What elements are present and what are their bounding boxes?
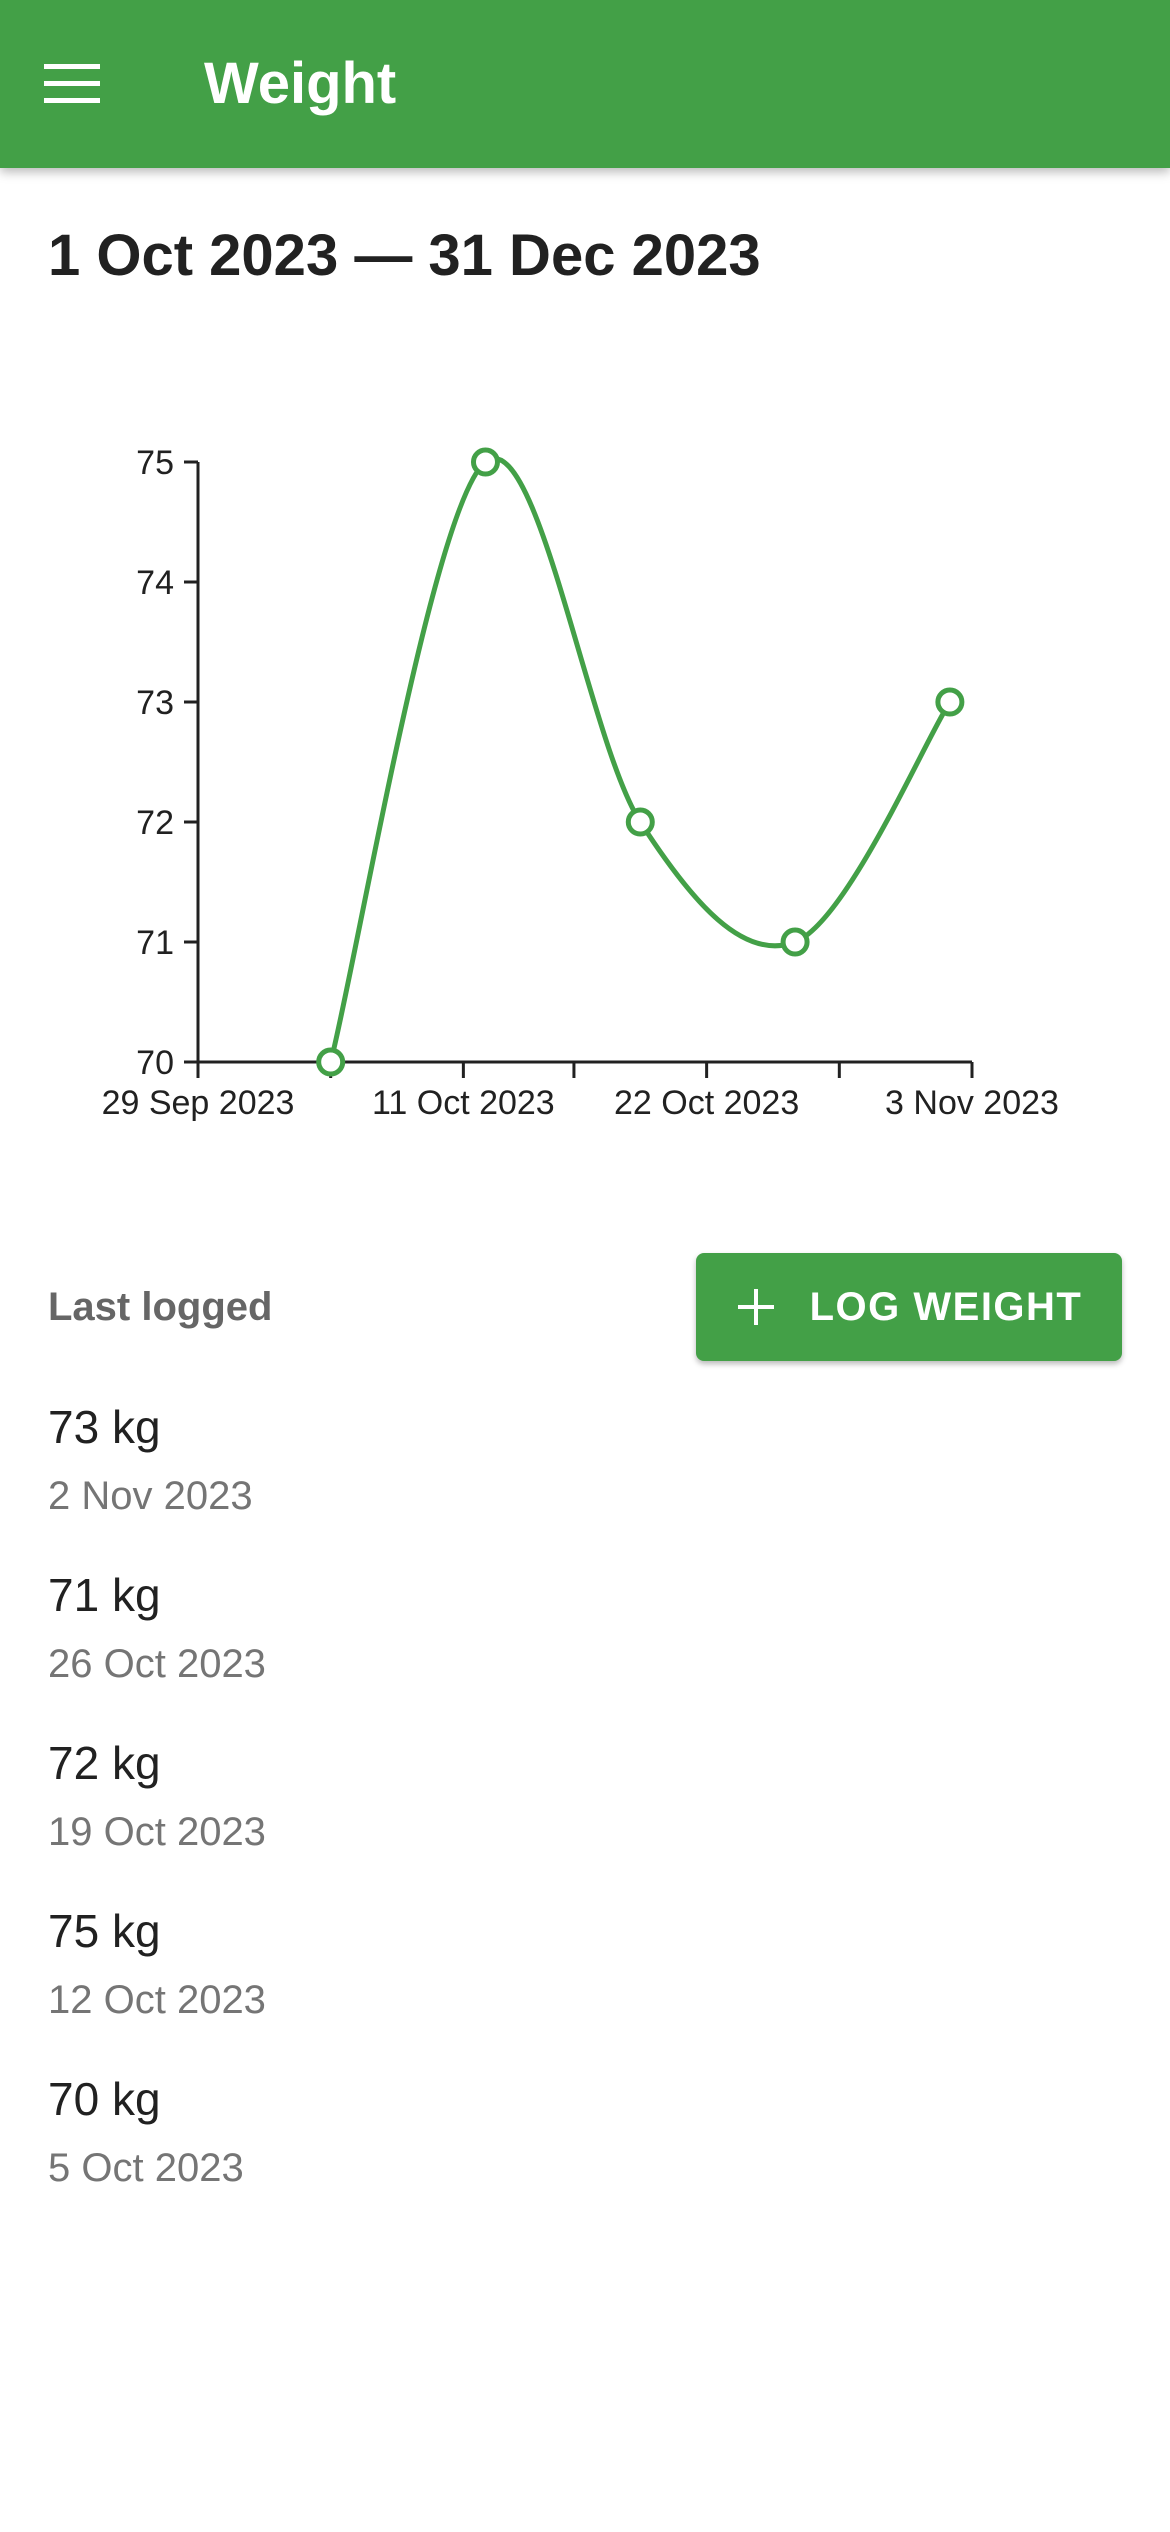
x-tick-label: 3 Nov 2023 xyxy=(885,1084,1059,1122)
x-tick-label: 29 Sep 2023 xyxy=(102,1084,295,1122)
log-weight-button[interactable]: LOG WEIGHT xyxy=(696,1253,1122,1361)
menu-icon xyxy=(44,64,100,103)
data-point xyxy=(780,927,810,957)
weight-entry[interactable]: 70 kg 5 Oct 2023 xyxy=(48,2064,1122,2232)
weight-entry[interactable]: 72 kg 19 Oct 2023 xyxy=(48,1728,1122,1896)
weight-entry-list: 73 kg 2 Nov 2023 71 kg 26 Oct 2023 72 kg… xyxy=(48,1392,1122,2232)
y-tick-label: 71 xyxy=(136,924,174,962)
weight-entry[interactable]: 73 kg 2 Nov 2023 xyxy=(48,1392,1122,1560)
data-point xyxy=(625,807,655,837)
entry-weight: 73 kg xyxy=(48,1401,161,1453)
weight-series-line xyxy=(328,456,952,1063)
weight-entry[interactable]: 75 kg 12 Oct 2023 xyxy=(48,1896,1122,2064)
last-logged-label: Last logged xyxy=(48,1285,273,1329)
weight-chart: 70 71 72 73 74 75 29 Sep 2023 11 Oct 2023 22 Oct… xyxy=(0,380,1170,1140)
entry-weight: 75 kg xyxy=(48,1905,161,1957)
data-point xyxy=(470,447,500,477)
y-tick-label: 72 xyxy=(136,804,174,842)
date-range-heading: 1 Oct 2023 — 31 Dec 2023 xyxy=(48,223,761,288)
y-tick-label: 75 xyxy=(136,444,174,482)
entry-date: 12 Oct 2023 xyxy=(48,1978,266,2022)
entry-date: 26 Oct 2023 xyxy=(48,1642,266,1686)
entry-weight: 71 kg xyxy=(48,1569,161,1621)
entry-weight: 72 kg xyxy=(48,1737,161,1789)
entry-weight: 70 kg xyxy=(48,2073,161,2125)
x-tick-label: 22 Oct 2023 xyxy=(614,1084,799,1122)
menu-button[interactable] xyxy=(28,40,116,128)
data-point xyxy=(935,687,965,717)
y-tick-label: 70 xyxy=(136,1044,174,1082)
data-point xyxy=(316,1047,346,1077)
log-weight-button-label: LOG WEIGHT xyxy=(809,1284,1083,1329)
weight-entry[interactable]: 71 kg 26 Oct 2023 xyxy=(48,1560,1122,1728)
page-title: Weight xyxy=(204,51,397,116)
entry-date: 2 Nov 2023 xyxy=(48,1474,253,1518)
weight-chart-svg: 70 71 72 73 74 75 29 Sep 2023 11 Oct 2023 22 Oct… xyxy=(102,444,1059,1122)
x-tick-label: 11 Oct 2023 xyxy=(372,1084,555,1122)
y-tick-label: 73 xyxy=(136,684,174,722)
entry-date: 19 Oct 2023 xyxy=(48,1810,266,1854)
plus-icon xyxy=(737,1289,774,1325)
app-bar: Weight xyxy=(0,0,1170,168)
y-tick-label: 74 xyxy=(136,564,174,602)
entry-date: 5 Oct 2023 xyxy=(48,2146,244,2190)
